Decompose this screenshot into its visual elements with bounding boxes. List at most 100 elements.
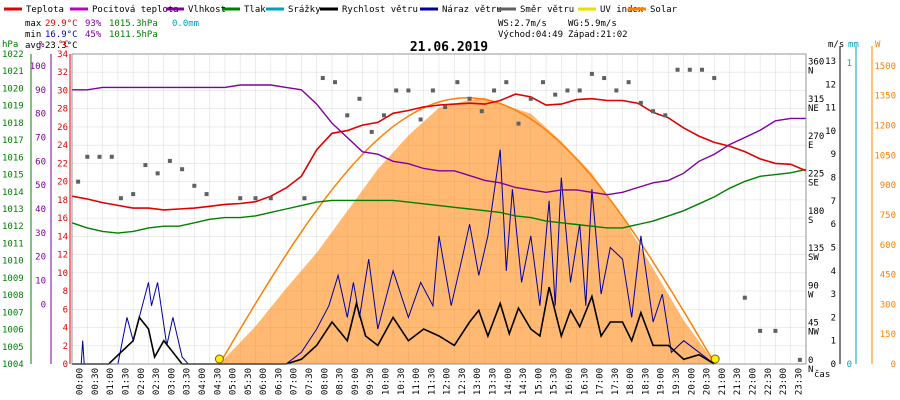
dir-tick-label: N — [808, 365, 813, 375]
wind-direction-point — [167, 158, 172, 163]
legend: Teplota Pocitová teplota Vlhkost Tlak Srážky… — [4, 5, 678, 15]
pct-tick-label: 100 — [30, 62, 46, 72]
sunset-marker — [710, 354, 720, 364]
dir-tick-value: 135 — [808, 244, 824, 254]
x-tick-label: 04:30 — [213, 368, 223, 395]
dir-tick-label: E — [808, 141, 813, 151]
hpa-tick-label: 1009 — [2, 274, 24, 284]
wind-direction-point — [443, 105, 448, 110]
series-wind-speed-line — [72, 286, 715, 365]
x-tick-label: 01:30 — [122, 368, 132, 395]
wind-direction-point — [369, 129, 374, 134]
hpa-tick-label: 1014 — [2, 188, 24, 198]
wind-direction-point — [357, 96, 362, 101]
dir-tick-value: 360 — [808, 58, 824, 68]
x-tick-label: 11:00 — [412, 368, 422, 395]
stat-max-hum: 93% — [85, 19, 102, 29]
pct-tick-label: 90 — [35, 86, 46, 96]
x-tick-label: 16:00 — [565, 368, 575, 395]
wind-direction-point — [663, 113, 668, 118]
hpa-tick-label: 1006 — [2, 326, 24, 336]
x-tick-label: 20:30 — [703, 368, 713, 395]
x-axis-unit-label: čas — [814, 369, 830, 380]
legend-label-6: Náraz větru — [442, 5, 502, 15]
hpa-tick-label: 1005 — [2, 343, 24, 353]
stat-max-press: 1015.3hPa — [109, 19, 158, 29]
series-pressure-line — [71, 168, 807, 234]
series-wind-gust-line — [72, 149, 715, 365]
degc-tick-label: 18 — [57, 196, 68, 206]
wind-direction-point — [479, 109, 484, 114]
ms-tick-label: 7 — [831, 197, 836, 207]
wind-direction-point — [492, 88, 497, 93]
wind-direction-point — [418, 117, 423, 122]
dir-tick-value: 180 — [808, 207, 824, 217]
x-tick-label: 16:30 — [580, 368, 590, 395]
ms-tick-label: 0 — [831, 360, 836, 370]
legend-label-2: Vlhkost — [188, 5, 226, 15]
x-tick-label: 23:30 — [794, 368, 804, 395]
pct-tick-label: 30 — [35, 229, 46, 239]
x-tick-label: 17:00 — [596, 368, 606, 395]
degc-tick-label: 10 — [57, 269, 68, 279]
x-tick-label: 13:30 — [489, 368, 499, 395]
wind-direction-point — [758, 328, 763, 333]
x-tick-label: 17:30 — [611, 368, 621, 395]
wind-direction-point — [394, 88, 399, 93]
hpa-unit-label: hPa — [2, 40, 18, 50]
stat-sunset: Západ:21:02 — [568, 30, 628, 40]
x-tick-label: 15:00 — [534, 368, 544, 395]
wind-direction-point — [155, 171, 160, 176]
wind-direction-point — [651, 109, 656, 114]
x-tick-label: 12:00 — [443, 368, 453, 395]
mm-tick-label: 1 — [847, 59, 852, 69]
stat-max-label: max — [25, 19, 42, 29]
wind-direction-point — [742, 295, 747, 300]
w-tick-label: 1350 — [874, 92, 896, 102]
x-tick-label: 18:00 — [626, 368, 636, 395]
pct-unit-label: % — [39, 40, 45, 50]
wind-direction-point — [109, 154, 114, 159]
wind-direction-point — [687, 67, 692, 72]
x-tick-label: 07:30 — [305, 368, 315, 395]
x-tick-label: 10:00 — [381, 368, 391, 395]
dir-tick-value: 90 — [808, 281, 819, 291]
x-tick-label: 05:30 — [244, 368, 254, 395]
wind-direction-point — [504, 80, 509, 85]
hpa-tick-label: 1016 — [2, 153, 24, 163]
pct-tick-label: 70 — [35, 133, 46, 143]
ms-tick-label: 13 — [825, 57, 836, 67]
x-tick-label: 23:00 — [779, 368, 789, 395]
hpa-tick-label: 1011 — [2, 239, 24, 249]
wind-direction-point — [602, 76, 607, 81]
right-axes: m/s mm W 0123456789101112130N45NW90W135S… — [808, 40, 896, 375]
x-tick-label: 08:30 — [336, 368, 346, 395]
x-tick-label: 02:30 — [152, 368, 162, 395]
x-tick-label: 14:30 — [519, 368, 529, 395]
w-tick-label: 150 — [880, 330, 896, 340]
left-axes: hPa % °C 1004100510061007100810091010101… — [2, 40, 71, 370]
pct-tick-label: 60 — [35, 157, 46, 167]
wind-direction-point — [700, 67, 705, 72]
w-tick-label: 0 — [891, 360, 896, 370]
w-tick-label: 1050 — [874, 151, 896, 161]
degc-tick-label: 30 — [57, 86, 68, 96]
hpa-tick-label: 1020 — [2, 84, 24, 94]
x-tick-label: 09:00 — [351, 368, 361, 395]
x-tick-label: 10:30 — [397, 368, 407, 395]
dir-tick-label: N — [808, 67, 813, 77]
x-tick-label: 07:00 — [290, 368, 300, 395]
x-tick-label: 18:30 — [641, 368, 651, 395]
w-unit-label: W — [875, 40, 881, 50]
wind-direction-point — [467, 96, 472, 101]
w-tick-label: 750 — [880, 211, 896, 221]
x-tick-label: 19:00 — [657, 368, 667, 395]
x-tick-label: 08:00 — [320, 368, 330, 395]
dir-tick-value: 315 — [808, 95, 824, 105]
hpa-tick-label: 1021 — [2, 67, 24, 77]
legend-label-8: UV index — [600, 5, 644, 15]
wind-direction-point — [253, 196, 258, 201]
legend-label-9: Solar — [650, 5, 678, 15]
wind-direction-point — [192, 183, 197, 188]
